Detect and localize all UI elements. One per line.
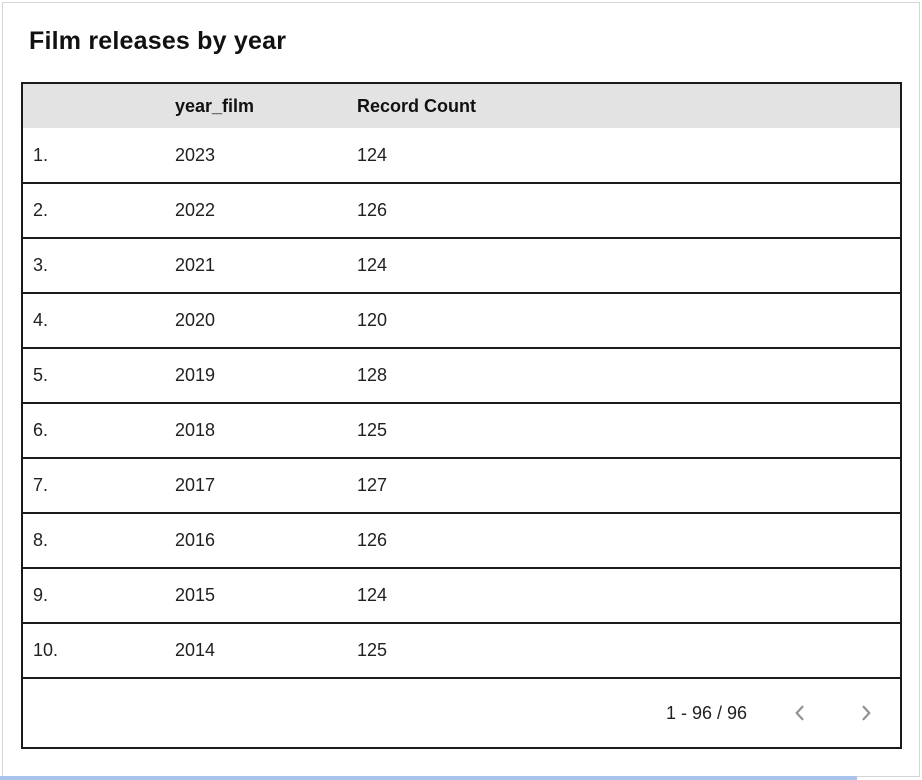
table-row[interactable]: 1. 2023 124 bbox=[22, 128, 901, 183]
cell-record-count: 124 bbox=[357, 144, 388, 165]
cell-year-film: 2017 bbox=[153, 457, 345, 513]
cell-row-number: 9. bbox=[22, 567, 153, 623]
data-table: year_film Record Count 1. 2023 124 2. 2022 12… bbox=[21, 82, 902, 749]
cell-row-number: 3. bbox=[22, 237, 153, 293]
cell-record-count: 124 bbox=[345, 237, 901, 293]
table-row[interactable]: 2. 2022 126 bbox=[22, 182, 901, 238]
table-footer-row: 1 - 96 / 96 bbox=[22, 677, 901, 748]
table-row[interactable]: 8. 2016 126 bbox=[22, 512, 901, 568]
cell-row-number: 4. bbox=[22, 292, 153, 348]
table-row[interactable]: 5. 2019 128 bbox=[22, 347, 901, 403]
cell-record-count: 125 bbox=[345, 402, 901, 458]
table-row[interactable]: 7. 2017 127 bbox=[22, 457, 901, 513]
table-row[interactable]: 6. 2018 125 bbox=[22, 402, 901, 458]
cell-year-film: 2015 bbox=[153, 567, 345, 623]
chevron-right-icon[interactable] bbox=[855, 702, 877, 724]
cell-record-count: 126 bbox=[345, 512, 901, 568]
pagination-range: 1 - 96 / 96 bbox=[665, 702, 747, 723]
cell-year-film: 2016 bbox=[153, 512, 345, 568]
chevron-left-icon[interactable] bbox=[789, 702, 811, 724]
pagination-bar: 1 - 96 / 96 bbox=[24, 702, 899, 724]
cell-row-number: 1. bbox=[33, 144, 49, 165]
header-row-number bbox=[22, 83, 153, 128]
header-year-film[interactable]: year_film bbox=[175, 95, 255, 116]
cell-record-count: 127 bbox=[345, 457, 901, 513]
cell-row-number: 7. bbox=[22, 457, 153, 513]
table-row[interactable]: 3. 2021 124 bbox=[22, 237, 901, 293]
cell-record-count: 125 bbox=[345, 622, 901, 678]
cell-row-number: 8. bbox=[22, 512, 153, 568]
table-row[interactable]: 4. 2020 120 bbox=[22, 292, 901, 348]
chart-title: Film releases by year bbox=[29, 27, 287, 55]
cell-year-film: 2023 bbox=[175, 144, 216, 165]
cell-year-film: 2021 bbox=[153, 237, 345, 293]
cell-record-count: 120 bbox=[345, 292, 901, 348]
cell-row-number: 2. bbox=[22, 182, 153, 238]
cell-year-film: 2020 bbox=[153, 292, 345, 348]
cell-year-film: 2022 bbox=[153, 182, 345, 238]
cell-row-number: 5. bbox=[22, 347, 153, 403]
table-container: year_film Record Count 1. 2023 124 2. 2022 12… bbox=[21, 82, 902, 749]
cell-record-count: 126 bbox=[345, 182, 901, 238]
selection-highlight-strip bbox=[0, 776, 857, 780]
cell-year-film: 2019 bbox=[153, 347, 345, 403]
cell-year-film: 2014 bbox=[153, 622, 345, 678]
table-header-row: year_film Record Count bbox=[22, 83, 901, 128]
cell-row-number: 6. bbox=[22, 402, 153, 458]
table-row[interactable]: 9. 2015 124 bbox=[22, 567, 901, 623]
cell-row-number: 10. bbox=[22, 622, 153, 678]
header-record-count[interactable]: Record Count bbox=[357, 95, 476, 116]
cell-year-film: 2018 bbox=[153, 402, 345, 458]
cell-record-count: 128 bbox=[345, 347, 901, 403]
cell-record-count: 124 bbox=[345, 567, 901, 623]
table-row[interactable]: 10. 2014 125 bbox=[22, 622, 901, 678]
